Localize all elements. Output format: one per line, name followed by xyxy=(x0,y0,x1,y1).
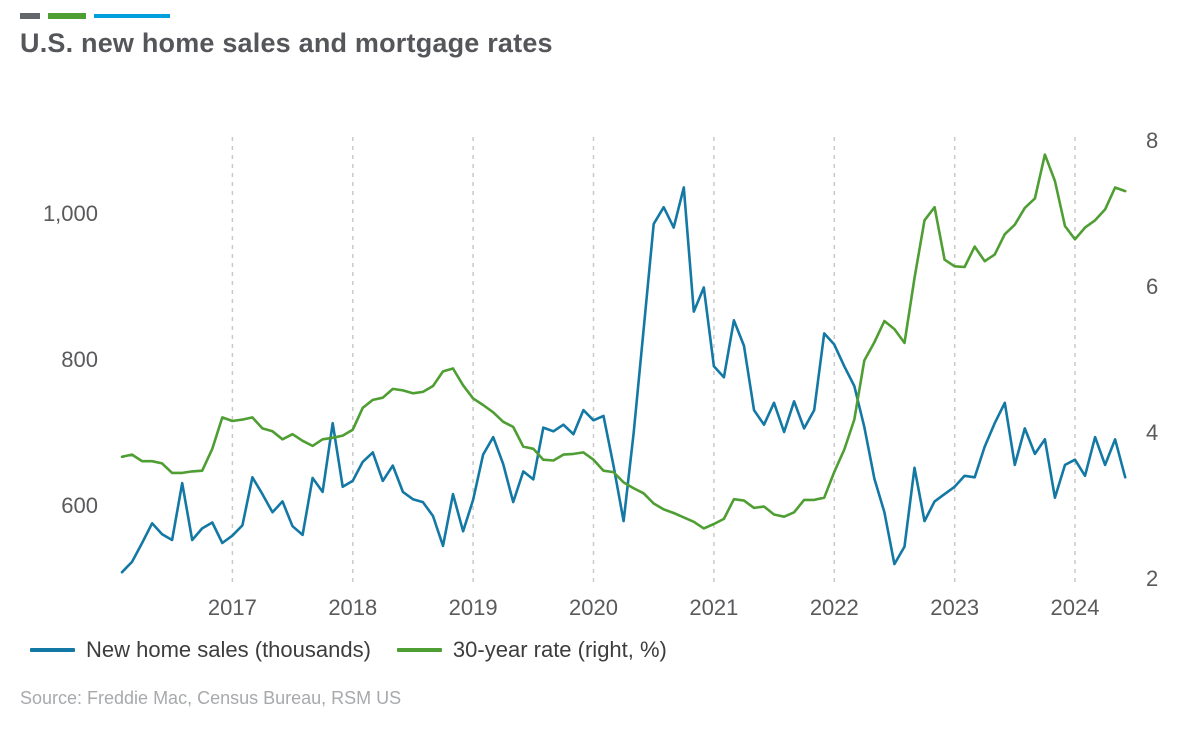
legend-label-30-year-rate: 30-year rate (right, %) xyxy=(452,637,667,662)
series-line-new-home-sales xyxy=(120,186,1127,574)
x-axis-tick-label: 2024 xyxy=(1051,595,1100,620)
x-axis-tick-label: 2020 xyxy=(569,595,618,620)
legend-swatch-new-home-sales xyxy=(30,648,75,652)
brand-bar-blue-icon xyxy=(94,14,170,18)
right-axis-tick-label: 2 xyxy=(1146,566,1158,591)
legend-swatch-30-year-rate xyxy=(396,648,442,652)
left-axis-tick-label: 800 xyxy=(61,347,98,372)
brand-bar-gray-icon xyxy=(20,13,40,19)
x-axis-tick-label: 2019 xyxy=(449,595,498,620)
left-axis-tick-label: 600 xyxy=(61,493,98,518)
x-axis-tick-label: 2017 xyxy=(208,595,257,620)
brand-decoration xyxy=(20,13,170,19)
right-axis-tick-label: 6 xyxy=(1146,274,1158,299)
legend-item-new-home-sales: New home sales (thousands) xyxy=(30,637,371,663)
right-axis-tick-label: 4 xyxy=(1146,420,1158,445)
source-note: Source: Freddie Mac, Census Bureau, RSM … xyxy=(20,688,402,708)
brand-bar-green-icon xyxy=(48,13,86,19)
chart-title: U.S. new home sales and mortgage rates xyxy=(20,28,553,58)
right-axis-tick-label: 8 xyxy=(1146,128,1158,153)
x-axis-tick-label: 2021 xyxy=(689,595,738,620)
x-axis-tick-label: 2022 xyxy=(810,595,859,620)
x-axis-tick-label: 2018 xyxy=(328,595,377,620)
series-line-30-year-rate xyxy=(120,153,1127,530)
x-axis-tick-label: 2023 xyxy=(930,595,979,620)
chart-legend: New home sales (thousands) 30-year rate … xyxy=(30,637,667,663)
left-axis-tick-label: 1,000 xyxy=(43,201,98,226)
legend-label-new-home-sales: New home sales (thousands) xyxy=(86,637,371,662)
legend-item-30-year-rate: 30-year rate (right, %) xyxy=(396,637,667,663)
